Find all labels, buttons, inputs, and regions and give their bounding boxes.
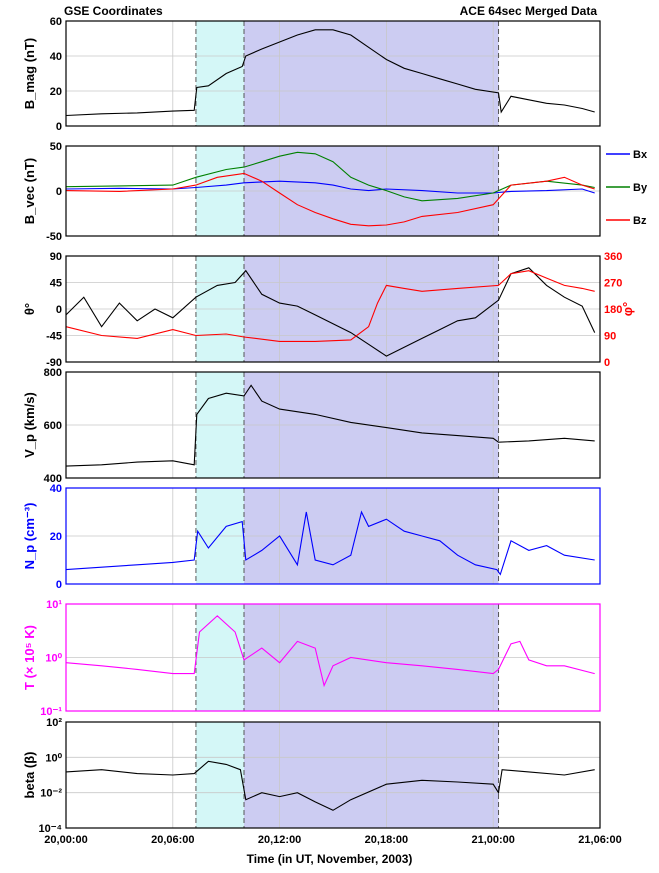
x-tick-label: 20,18:00 — [365, 834, 408, 846]
y-tick-label: 50 — [50, 141, 62, 153]
panel-frame — [65, 487, 601, 585]
y-tick-label: 60 — [50, 16, 62, 28]
y-right-tick-label: 270 — [604, 278, 622, 290]
panel-frame — [65, 721, 601, 829]
panel-frame — [65, 145, 601, 237]
sheath-region — [195, 21, 244, 126]
legend-label: Bx — [633, 149, 648, 161]
y-tick-label: 40 — [50, 483, 62, 495]
panel-frame — [65, 255, 601, 363]
x-tick-label: 21,06:00 — [578, 834, 621, 846]
series-line-data — [65, 29, 595, 117]
y-tick-label: 600 — [44, 420, 62, 432]
cloud-region — [244, 21, 499, 126]
y-tick-label: 10² — [46, 717, 62, 729]
legend-label: Bz — [633, 215, 647, 227]
series-line-data — [65, 760, 595, 811]
y-tick-label: 10⁻⁴ — [39, 823, 62, 835]
y-tick-label: 90 — [50, 251, 62, 263]
y-right-axis-label: φ° — [620, 302, 635, 317]
y-tick-label: 45 — [50, 278, 62, 290]
y-tick-label: 0 — [56, 121, 62, 133]
panel-frame — [65, 20, 601, 127]
y-tick-label: 400 — [44, 473, 62, 485]
series-line-Bx — [65, 180, 595, 194]
y-axis-label: V_p (km/s) — [22, 392, 37, 458]
y-tick-label: 10¹ — [46, 599, 62, 611]
y-tick-label: 800 — [44, 367, 62, 379]
series-line-φ — [65, 270, 595, 342]
y-right-tick-label: 360 — [604, 251, 622, 263]
y-tick-label: 0 — [56, 186, 62, 198]
sheath-region — [195, 722, 244, 828]
y-tick-label: 0 — [56, 304, 62, 316]
series-line-data — [65, 510, 595, 576]
y-axis-label: T (× 10⁵ K) — [22, 625, 37, 690]
y-axis-label: θ° — [22, 303, 37, 315]
y-tick-label: 40 — [50, 51, 62, 63]
x-tick-label: 21,00:00 — [471, 834, 514, 846]
y-tick-label: 10⁰ — [45, 653, 62, 665]
series-line-Bz — [65, 172, 595, 227]
y-right-tick-label: 90 — [604, 331, 616, 343]
y-axis-label: N_p (cm⁻³) — [22, 503, 37, 570]
header-left: GSE Coordinates — [64, 4, 163, 18]
panel-frame — [65, 371, 601, 479]
x-axis-label: Time (in UT, November, 2003) — [246, 852, 413, 866]
y-tick-label: -50 — [46, 231, 62, 243]
header-right: ACE 64sec Merged Data — [459, 4, 597, 18]
y-tick-label: 20 — [50, 86, 62, 98]
y-tick-label: -45 — [46, 331, 62, 343]
y-tick-label: -90 — [46, 357, 62, 369]
x-tick-label: 20,06:00 — [151, 834, 194, 846]
y-right-tick-label: 180 — [604, 304, 622, 316]
series-line-data — [65, 384, 595, 467]
y-axis-label: B_mag (nT) — [22, 38, 37, 110]
series-line-By — [65, 151, 595, 202]
y-right-tick-label: 0 — [604, 357, 610, 369]
y-tick-label: 10⁻¹ — [40, 706, 62, 718]
cloud-region — [244, 722, 499, 828]
y-tick-label: 0 — [56, 579, 62, 591]
x-tick-label: 20,12:00 — [258, 834, 301, 846]
panel-frame — [65, 603, 601, 712]
y-tick-label: 10⁻² — [40, 788, 62, 800]
y-tick-label: 10⁰ — [45, 752, 62, 764]
legend-label: By — [633, 182, 648, 194]
series-line-data — [65, 615, 595, 688]
x-tick-label: 20,00:00 — [44, 834, 87, 846]
y-axis-label: B_vec (nT) — [22, 158, 37, 224]
y-tick-label: 20 — [50, 531, 62, 543]
y-axis-label: beta (β) — [22, 752, 37, 799]
